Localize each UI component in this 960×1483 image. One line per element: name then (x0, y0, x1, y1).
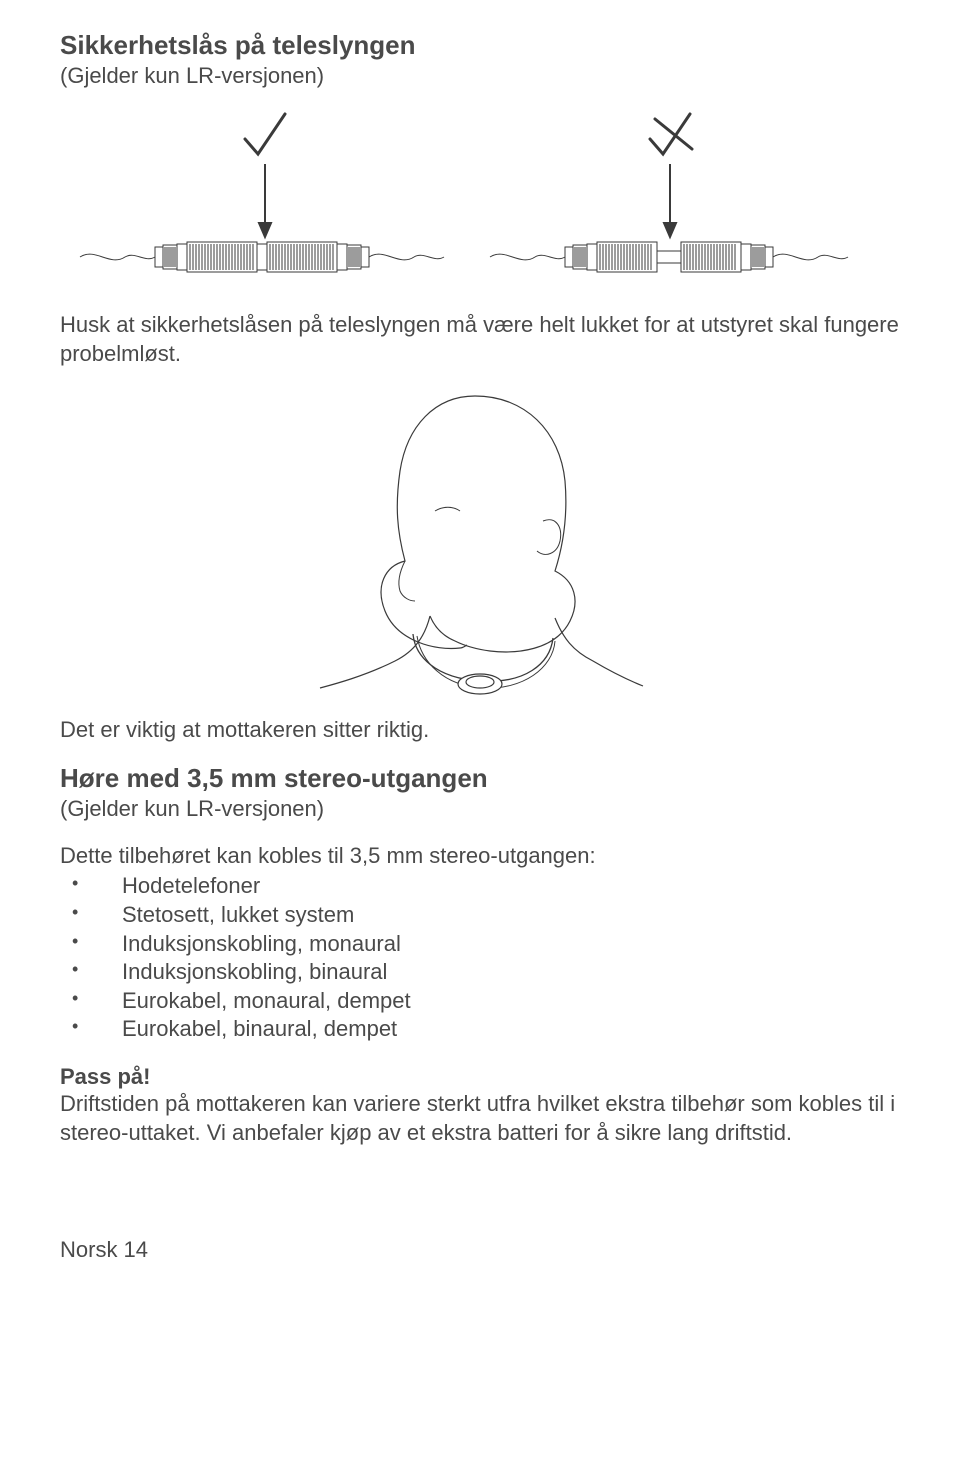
section1-body2: Det er viktig at mottakeren sitter rikti… (60, 716, 900, 745)
check-icon (245, 114, 285, 154)
warning-heading: Pass på! (60, 1064, 900, 1090)
arrow-left-icon (259, 164, 271, 237)
section2-intro: Dette tilbehøret kan kobles til 3,5 mm s… (60, 842, 900, 871)
list-item: Stetosett, lukket system (60, 901, 900, 930)
list-item: Induksjonskobling, binaural (60, 958, 900, 987)
section1-subtitle: (Gjelder kun LR-versjonen) (60, 63, 900, 89)
connector-open (490, 242, 848, 272)
head-diagram-svg (315, 386, 645, 696)
warning-body: Driftstiden på mottakeren kan variere st… (60, 1090, 900, 1147)
arrow-right-icon (664, 164, 676, 237)
lock-diagram (60, 109, 900, 299)
connector-closed (80, 242, 444, 272)
section2-title: Høre med 3,5 mm stereo-utgangen (60, 763, 900, 794)
lock-diagram-svg (60, 109, 900, 299)
list-item: Hodetelefoner (60, 872, 900, 901)
page-footer: Norsk 14 (60, 1237, 900, 1263)
section1-title: Sikkerhetslås på teleslyngen (60, 30, 900, 61)
list-item: Induksjonskobling, monaural (60, 930, 900, 959)
accessory-list: Hodetelefoner Stetosett, lukket system I… (60, 872, 900, 1044)
list-item: Eurokabel, monaural, dempet (60, 987, 900, 1016)
head-diagram (60, 386, 900, 696)
cross-icon (650, 114, 692, 154)
section1-body1: Husk at sikkerhetslåsen på teleslyngen m… (60, 311, 900, 368)
section2-subtitle: (Gjelder kun LR-versjonen) (60, 796, 900, 822)
list-item: Eurokabel, binaural, dempet (60, 1015, 900, 1044)
page-content: Sikkerhetslås på teleslyngen (Gjelder ku… (0, 0, 960, 1325)
